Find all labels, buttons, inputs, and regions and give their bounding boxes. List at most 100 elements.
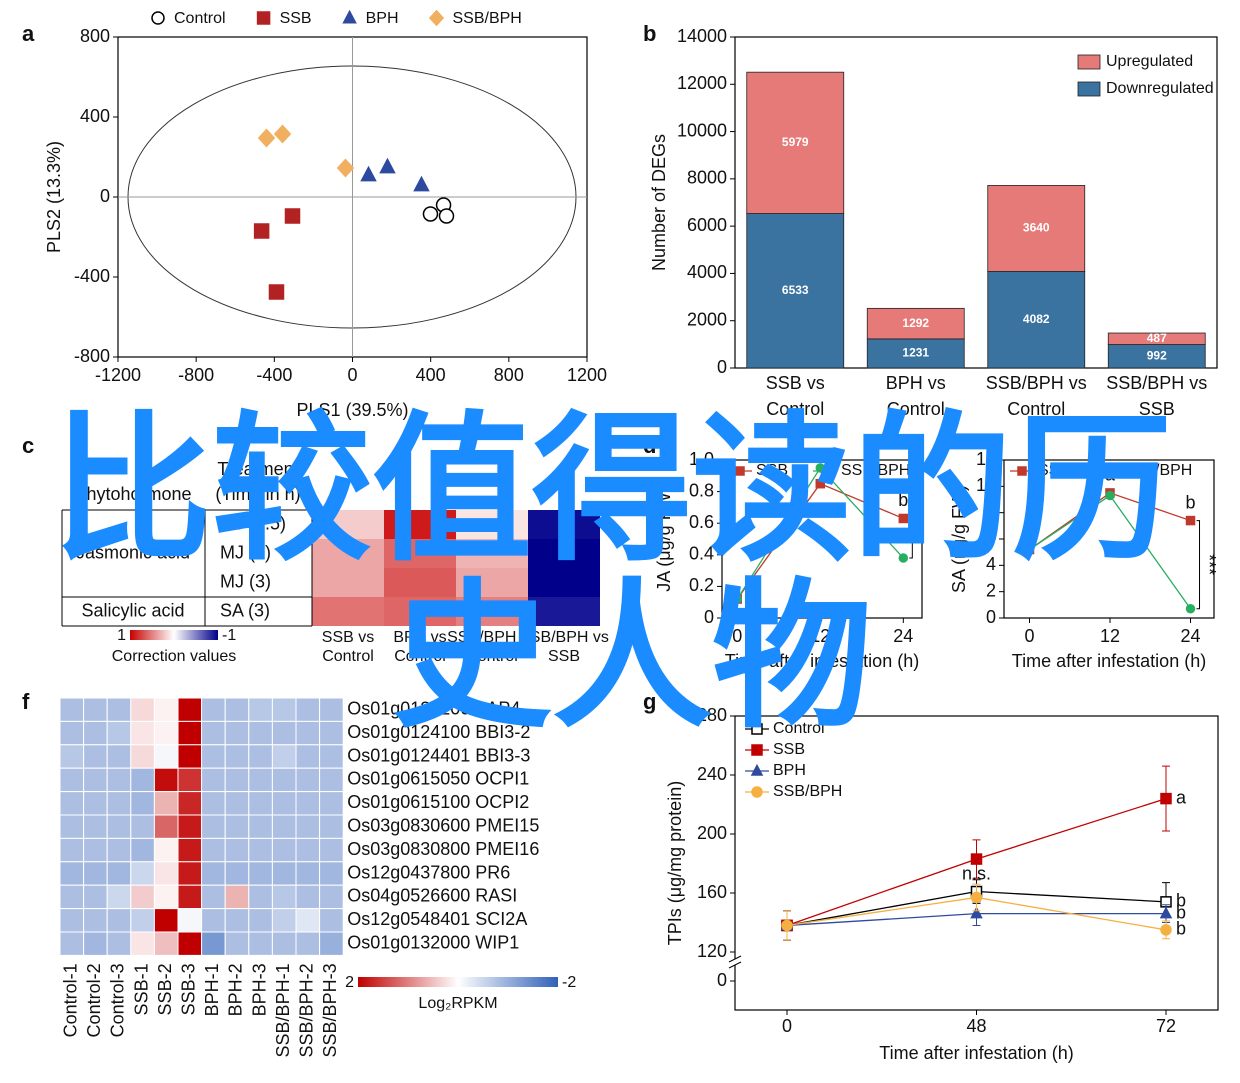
x-axis-label: Time after infestation (h) xyxy=(725,651,919,671)
heat-cell xyxy=(319,720,344,746)
column-label: SSB/BPH vs Control xyxy=(447,629,537,665)
heat-cell xyxy=(59,744,85,769)
legend-swatch xyxy=(1077,54,1101,70)
heat-cell xyxy=(177,861,203,886)
heat-cell xyxy=(201,814,226,839)
marker xyxy=(815,478,826,489)
row-label: Os01g0124100 BBI3-2 xyxy=(347,722,530,742)
heat-cell xyxy=(456,597,528,626)
y-tick-label: 14000 xyxy=(677,26,727,46)
heat-cell xyxy=(201,767,226,793)
row-label: Os01g0124200 AAP4 xyxy=(347,698,520,718)
marker xyxy=(1159,906,1173,919)
heat-cell xyxy=(130,720,155,746)
legend-marker xyxy=(820,466,830,476)
legend-label: SSB xyxy=(1038,462,1070,479)
column-label: BPH vs Control xyxy=(393,629,446,665)
column-label: SSB/BPH-2 xyxy=(297,963,317,1057)
bar-value-label: 487 xyxy=(1147,331,1167,345)
heat-cell xyxy=(59,720,85,746)
legend-marker xyxy=(751,786,763,798)
row-label: MJ (0.5) xyxy=(220,513,286,533)
axis-break-gap xyxy=(729,959,741,965)
heat-cell xyxy=(312,568,384,597)
heat-cell xyxy=(201,908,226,933)
heat-cell xyxy=(106,908,132,933)
heat-cell xyxy=(248,744,273,769)
annotation: a xyxy=(1176,787,1187,807)
heat-cell xyxy=(106,767,132,793)
row-label: Os04g0526600 RASI xyxy=(347,886,517,906)
panel-letter: e xyxy=(935,433,947,458)
heat-cell xyxy=(83,814,108,839)
column-label: SSB-3 xyxy=(179,963,199,1015)
marker xyxy=(1185,604,1196,614)
x-tick-label: 12 xyxy=(1100,626,1120,646)
panel-letter: c xyxy=(22,433,34,458)
y-tick-label: 10000 xyxy=(677,120,727,140)
heat-cell xyxy=(83,767,108,793)
heat-cell xyxy=(83,697,108,722)
heat-cell xyxy=(224,697,250,722)
heat-cell xyxy=(177,791,203,816)
x-tick-label: -1200 xyxy=(95,365,141,385)
x-tick-label: BPH vs Control xyxy=(886,373,946,419)
heat-cell xyxy=(153,814,179,839)
heat-cell xyxy=(271,744,297,769)
x-tick-label: 0 xyxy=(347,365,357,385)
heat-cell xyxy=(295,697,321,722)
y-tick-label: 0 xyxy=(100,186,110,206)
heat-cell xyxy=(456,510,528,539)
heat-cell xyxy=(224,884,250,910)
heat-cell xyxy=(201,697,226,722)
heat-cell xyxy=(319,767,344,793)
heat-cell xyxy=(201,861,226,886)
heat-cell xyxy=(153,791,179,816)
plot-frame xyxy=(721,459,923,619)
heat-cell xyxy=(271,884,297,910)
heat-cell xyxy=(319,931,344,956)
heat-cell xyxy=(83,931,108,956)
colorbar xyxy=(130,630,218,640)
heat-cell xyxy=(153,861,179,886)
marker xyxy=(1160,924,1172,936)
heat-cell xyxy=(59,908,85,933)
heat-cell xyxy=(248,814,273,839)
legend-label: SSB/BPH xyxy=(773,783,842,800)
heat-cell xyxy=(224,861,250,886)
y-tick-label: 12 xyxy=(976,449,996,469)
y-tick-label: 0.8 xyxy=(689,480,714,500)
heat-cell xyxy=(130,837,155,863)
bar-value-label: 1231 xyxy=(902,346,929,360)
legend-label: BPH xyxy=(366,10,399,27)
heat-cell xyxy=(177,837,203,863)
x-tick-label: SSB/BPH vs Control xyxy=(986,373,1087,419)
legend-marker xyxy=(751,744,763,756)
heat-cell xyxy=(271,861,297,886)
y-tick-label: 10 xyxy=(976,475,996,495)
column-label: SSB-1 xyxy=(131,963,151,1015)
column-label: Control-3 xyxy=(108,963,128,1037)
heat-cell xyxy=(59,884,85,910)
row-label: Os01g0615100 OCPI2 xyxy=(347,792,529,812)
marker xyxy=(257,128,276,148)
y-axis-label: SA (ng/g FW) xyxy=(949,485,969,593)
y-tick-label: 200 xyxy=(697,823,727,843)
x-tick-label: 12 xyxy=(810,626,830,646)
x-tick-label: 0 xyxy=(732,626,742,646)
x-tick-label: 0 xyxy=(1024,626,1034,646)
heat-cell xyxy=(130,908,155,933)
heat-cell xyxy=(295,837,321,863)
heat-cell xyxy=(271,814,297,839)
heat-cell xyxy=(295,884,321,910)
marker xyxy=(284,208,301,224)
legend-label: SSB/BPH xyxy=(841,462,910,479)
heat-cell xyxy=(319,861,344,886)
heat-cell xyxy=(59,697,85,722)
legend-marker xyxy=(735,466,745,476)
heat-cell xyxy=(295,861,321,886)
heat-cell xyxy=(153,744,179,769)
colorbar-label: Log₂RPKM xyxy=(418,995,497,1012)
heat-cell xyxy=(319,908,344,933)
